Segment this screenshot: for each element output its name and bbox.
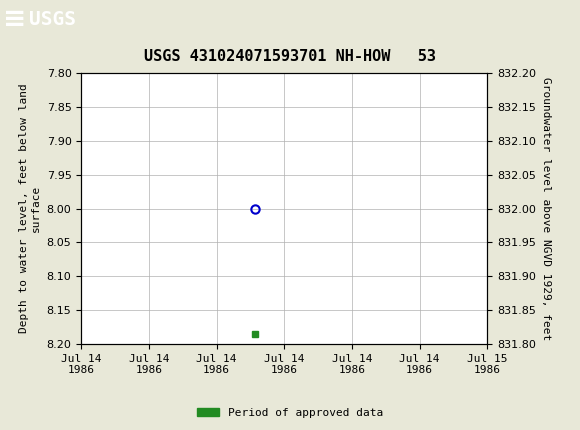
Text: USGS 431024071593701 NH-HOW   53: USGS 431024071593701 NH-HOW 53: [144, 49, 436, 64]
Text: ≡: ≡: [3, 5, 26, 34]
Y-axis label: Groundwater level above NGVD 1929, feet: Groundwater level above NGVD 1929, feet: [542, 77, 552, 340]
Y-axis label: Depth to water level, feet below land
surface: Depth to water level, feet below land su…: [20, 84, 41, 333]
Text: USGS: USGS: [29, 10, 76, 29]
Legend: Period of approved data: Period of approved data: [193, 403, 387, 422]
